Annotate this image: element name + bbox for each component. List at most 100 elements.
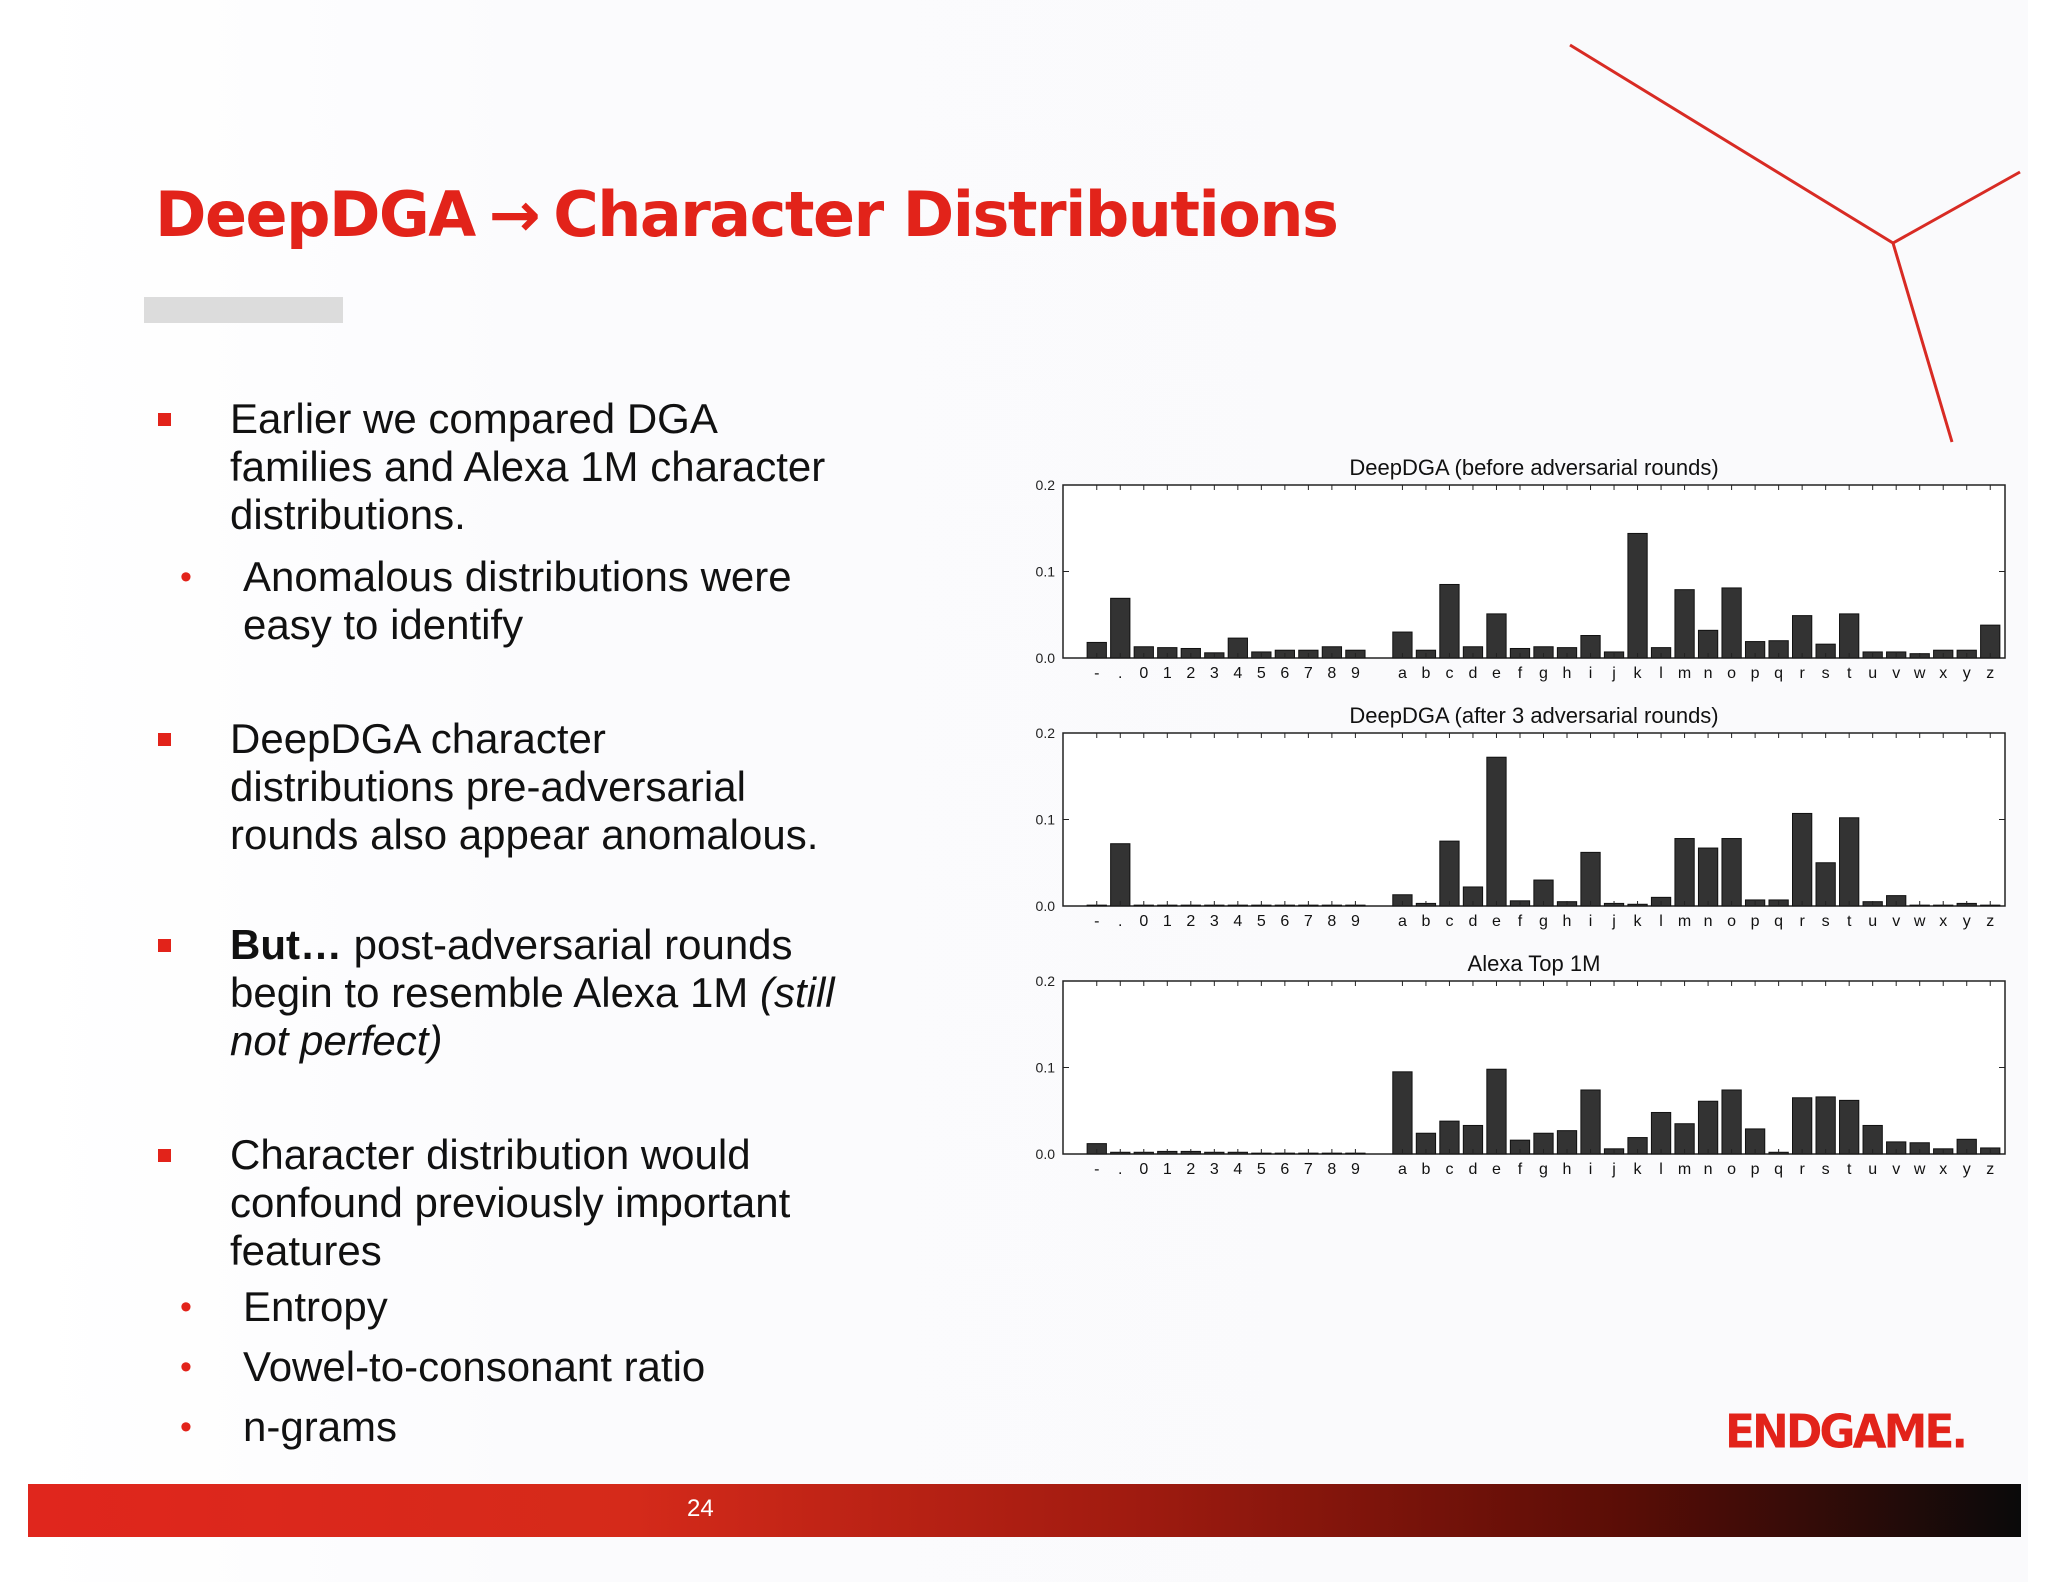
x-tick-label: s: [1822, 665, 1830, 682]
x-tick-label: 6: [1280, 665, 1289, 682]
x-tick-label: m: [1678, 665, 1691, 682]
x-tick-label: d: [1469, 913, 1478, 930]
x-tick-label: 4: [1233, 1161, 1242, 1178]
x-tick-label: 4: [1233, 665, 1242, 682]
x-tick-label: w: [1913, 913, 1926, 930]
x-tick-label: n: [1704, 1161, 1713, 1178]
x-tick-label: c: [1445, 665, 1453, 682]
x-tick-label: o: [1727, 665, 1736, 682]
bar-k: [1627, 532, 1648, 659]
x-tick-label: 3: [1210, 1161, 1219, 1178]
arrow-icon: →: [488, 178, 541, 251]
chart-title: DeepDGA (after 3 adversarial rounds): [1349, 703, 1718, 728]
bullet-4-sub-3: • n-grams: [80, 1403, 1055, 1451]
dot-bullet-icon: •: [180, 1408, 192, 1446]
chart-title: Alexa Top 1M: [1468, 951, 1601, 976]
bullet-2-text: DeepDGA character distributions pre-adve…: [230, 715, 819, 858]
x-tick-label: r: [1799, 1161, 1805, 1178]
x-tick-label: j: [1611, 665, 1616, 682]
x-tick-label: 5: [1257, 913, 1266, 930]
bar-o: [1721, 587, 1742, 659]
x-tick-label: 2: [1186, 665, 1195, 682]
x-tick-label: 9: [1351, 1161, 1360, 1178]
bar-.: [1110, 597, 1131, 659]
y-tick-label: 0.2: [1036, 973, 1056, 989]
x-tick-label: 3: [1210, 665, 1219, 682]
x-tick-label: x: [1939, 1161, 1947, 1178]
x-tick-label: .: [1118, 913, 1122, 930]
x-tick-label: d: [1469, 665, 1478, 682]
y-tick-label: 0.0: [1036, 650, 1056, 666]
x-tick-label: 2: [1186, 1161, 1195, 1178]
y-tick-label: 0.1: [1036, 1060, 1056, 1076]
x-tick-label: o: [1727, 913, 1736, 930]
page-number: 24: [687, 1495, 714, 1522]
x-tick-label: h: [1563, 913, 1572, 930]
endgame-logo: ENDGAME.: [1725, 1405, 1968, 1460]
x-tick-label: k: [1634, 1161, 1643, 1178]
x-tick-label: 8: [1327, 665, 1336, 682]
x-tick-label: -: [1094, 1161, 1099, 1178]
bullet-4-text: Character distribution would confound pr…: [230, 1131, 791, 1274]
x-tick-label: s: [1822, 1161, 1830, 1178]
x-tick-label: g: [1539, 913, 1548, 930]
x-tick-label: 9: [1351, 665, 1360, 682]
x-tick-label: q: [1774, 913, 1783, 930]
x-tick-label: p: [1751, 913, 1760, 930]
x-tick-label: s: [1822, 913, 1830, 930]
x-tick-label: w: [1913, 1161, 1926, 1178]
x-tick-label: e: [1492, 665, 1501, 682]
x-tick-label: .: [1118, 665, 1122, 682]
x-tick-label: b: [1421, 665, 1430, 682]
x-tick-label: 8: [1327, 1161, 1336, 1178]
x-tick-label: f: [1518, 1161, 1523, 1178]
x-tick-label: 0: [1139, 913, 1148, 930]
x-tick-label: k: [1634, 913, 1643, 930]
bar-o: [1721, 1089, 1742, 1155]
bullet-1: Earlier we compared DGA families and Ale…: [155, 395, 840, 539]
bullet-1-text: Earlier we compared DGA families and Ale…: [230, 395, 826, 538]
x-tick-label: j: [1611, 1161, 1616, 1178]
x-tick-label: z: [1986, 913, 1994, 930]
y-tick-label: 0.0: [1036, 1146, 1056, 1162]
x-tick-label: 7: [1304, 913, 1313, 930]
x-tick-label: 5: [1257, 1161, 1266, 1178]
bar-e: [1486, 613, 1507, 659]
x-tick-label: 3: [1210, 913, 1219, 930]
x-tick-label: -: [1094, 913, 1099, 930]
y-tick-label: 0.2: [1036, 725, 1056, 741]
x-tick-label: v: [1892, 913, 1900, 930]
bar-i: [1580, 851, 1601, 907]
bullet-4: Character distribution would confound pr…: [155, 1131, 870, 1275]
title-underline-bar: [144, 297, 343, 323]
x-tick-label: u: [1868, 1161, 1877, 1178]
x-tick-label: 6: [1280, 913, 1289, 930]
x-tick-label: h: [1563, 1161, 1572, 1178]
square-bullet-icon: [158, 939, 171, 952]
x-tick-label: x: [1939, 665, 1947, 682]
bar-s: [1815, 862, 1836, 907]
x-tick-label: b: [1421, 913, 1430, 930]
x-tick-label: a: [1398, 1161, 1407, 1178]
x-tick-label: 2: [1186, 913, 1195, 930]
character-distribution-charts: DeepDGA (before adversarial rounds)0.00.…: [1036, 455, 2006, 1178]
x-tick-label: b: [1421, 1161, 1430, 1178]
x-tick-label: 1: [1163, 665, 1172, 682]
x-tick-label: 4: [1233, 913, 1242, 930]
y-tick-label: 0.0: [1036, 898, 1056, 914]
x-tick-label: .: [1118, 1161, 1122, 1178]
x-tick-label: i: [1589, 1161, 1593, 1178]
bullet-3-italic: (still not perfect): [230, 969, 835, 1064]
bar-n: [1697, 1100, 1719, 1155]
bar-e: [1486, 756, 1507, 907]
x-tick-label: n: [1704, 665, 1713, 682]
x-tick-label: g: [1539, 665, 1548, 682]
slide-title: DeepDGA → Character Distributions: [155, 178, 1339, 251]
x-tick-label: x: [1939, 913, 1947, 930]
x-tick-label: n: [1704, 913, 1713, 930]
x-tick-label: w: [1913, 665, 1926, 682]
x-tick-label: r: [1799, 913, 1805, 930]
bar-i: [1580, 1089, 1601, 1155]
chart-3: Alexa Top 1M 0.0 0.1 0.2 -. 0 1 2 3 4 5 6 7 8 9 a b c d e f g…: [1036, 951, 2006, 1178]
x-tick-label: v: [1892, 665, 1900, 682]
